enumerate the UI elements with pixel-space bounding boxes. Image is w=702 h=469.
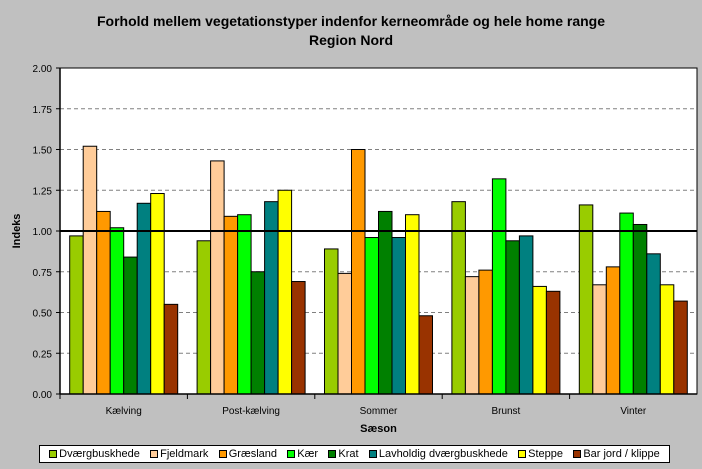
bar-græsland xyxy=(478,269,493,395)
legend-label: Fjeldmark xyxy=(160,448,209,460)
legend-item: Lavholdig dværgbuskhede xyxy=(368,448,508,460)
y-tick-label: 1.25 xyxy=(33,186,53,197)
bar-kær xyxy=(491,178,507,395)
legend-item: Dværgbuskhede xyxy=(49,448,140,460)
legend-swatch xyxy=(218,450,227,458)
bar-steppe xyxy=(150,193,165,395)
x-tick-label: Brunst xyxy=(491,406,520,417)
bar-fjeldmark xyxy=(210,160,225,395)
legend-swatch xyxy=(49,450,58,458)
legend-swatch xyxy=(287,450,296,458)
chart-title: Forhold mellem vegetationstyper indenfor… xyxy=(97,13,605,29)
x-tick-label: Vinter xyxy=(620,406,647,417)
bar-fjeldmark xyxy=(82,145,98,395)
x-tick-label: Kælving xyxy=(106,406,142,417)
bar-fjeldmark xyxy=(337,272,352,395)
y-tick-label: 0.25 xyxy=(33,349,53,360)
bar-bar-jord-klippe xyxy=(163,303,179,395)
legend-swatch xyxy=(518,450,527,458)
legend-item: Kær xyxy=(287,448,318,460)
y-tick-label: 1.75 xyxy=(33,105,53,116)
bar-krat xyxy=(123,256,138,395)
chart-subtitle: Region Nord xyxy=(309,32,393,48)
legend-label: Dværgbuskhede xyxy=(59,448,140,460)
legend-item: Græsland xyxy=(218,448,278,460)
bar-dværgbuskhede xyxy=(578,204,594,395)
legend-item: Fjeldmark xyxy=(150,448,208,460)
bar-græsland xyxy=(605,266,621,395)
bar-lavholdig-dværgbuskhede xyxy=(646,253,661,395)
bar-kær xyxy=(237,214,252,395)
y-tick-label: 1.00 xyxy=(33,227,53,238)
bar-krat xyxy=(250,271,266,395)
bar-kær xyxy=(109,227,125,395)
legend-label: Krat xyxy=(338,448,359,460)
bar-fjeldmark xyxy=(592,284,607,395)
legend-swatch xyxy=(368,450,377,458)
bar-steppe xyxy=(532,285,547,395)
legend-label: Lavholdig dværgbuskhede xyxy=(378,448,508,460)
y-tick-label: 0.00 xyxy=(33,390,53,401)
bar-krat xyxy=(505,240,520,395)
bar-fjeldmark xyxy=(464,276,480,395)
y-tick-label: 1.50 xyxy=(33,146,53,157)
bar-steppe xyxy=(277,189,293,395)
legend-item: Krat xyxy=(328,448,359,460)
legend-label: Græsland xyxy=(228,448,278,460)
legend-item: Bar jord / klippe xyxy=(573,448,660,460)
bar-dværgbuskhede xyxy=(196,240,212,395)
bar-steppe xyxy=(659,284,675,395)
bar-bar-jord-klippe xyxy=(545,290,561,395)
legend: Dværgbuskhede Fjeldmark Græsland Kær Krat Lav… xyxy=(39,445,670,463)
bar-dværgbuskhede xyxy=(324,248,339,395)
x-tick-label: Sommer xyxy=(360,406,398,417)
y-tick-label: 0.50 xyxy=(33,309,53,320)
legend-swatch xyxy=(328,450,337,458)
bar-kær xyxy=(364,237,379,395)
legend-label: Steppe xyxy=(528,448,564,460)
bar-græsland xyxy=(96,210,111,395)
bar-græsland xyxy=(351,149,366,395)
bar-krat xyxy=(632,223,648,395)
legend-item: Steppe xyxy=(518,448,563,460)
y-axis-label: Indeks xyxy=(11,214,23,249)
x-tick-label: Post-kælving xyxy=(222,406,280,417)
bar-krat xyxy=(378,210,393,395)
legend-label: Kær xyxy=(297,448,319,460)
x-axis-label: Sæson xyxy=(360,423,397,435)
bar-bar-jord-klippe xyxy=(673,300,688,395)
y-tick-label: 0.75 xyxy=(33,268,53,279)
bar-lavholdig-dværgbuskhede xyxy=(391,237,406,395)
bar-bar-jord-klippe xyxy=(418,315,433,395)
bar-dværgbuskhede xyxy=(69,235,84,395)
legend-swatch xyxy=(150,450,159,458)
legend-label: Bar jord / klippe xyxy=(583,448,660,460)
y-tick-label: 2.00 xyxy=(33,64,53,75)
bar-kær xyxy=(619,212,634,395)
bar-steppe xyxy=(405,214,420,395)
bar-græsland xyxy=(223,215,239,395)
bar-bar-jord-klippe xyxy=(291,281,306,395)
bar-lavholdig-dværgbuskhede xyxy=(518,235,534,395)
legend-swatch xyxy=(573,450,582,458)
